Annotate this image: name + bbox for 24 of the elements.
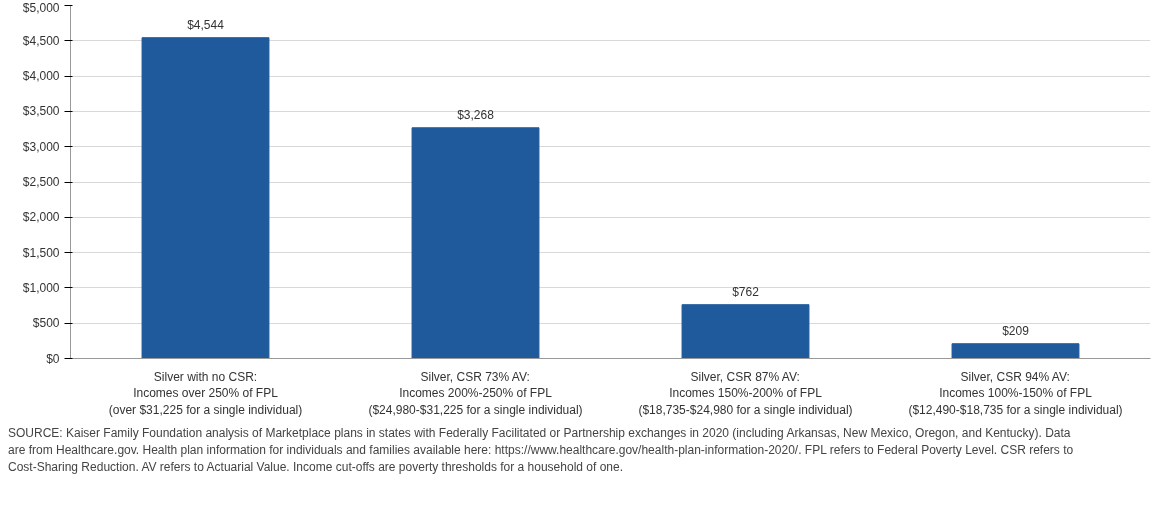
y-tick-label: $4,000 bbox=[22, 69, 60, 84]
y-tick-label: $1,500 bbox=[22, 245, 60, 260]
data-label: $209 bbox=[1002, 323, 1030, 338]
y-tick-label: $4,500 bbox=[22, 33, 60, 48]
y-tick-label: $5,000 bbox=[22, 0, 60, 15]
y-tick-label: $500 bbox=[32, 316, 60, 331]
data-label: $762 bbox=[732, 284, 760, 299]
bar bbox=[951, 343, 1080, 359]
x-tick-label: Silver, CSR 87% AV: Incomes 150%-200% of FPL ($18,735-$24,980 for a single individual) bbox=[638, 369, 853, 418]
y-tick-label: $3,000 bbox=[22, 139, 60, 154]
x-tick-label: Silver, CSR 73% AV: Incomes 200%-250% of FPL ($24,980-$31,225 for a single individual) bbox=[368, 369, 583, 418]
y-tick-label: $1,000 bbox=[22, 280, 60, 295]
source-note: SOURCE: Kaiser Family Foundation analysis of Marketplace plans in states with Federally Facilitated or Partnership exchanges in 2020 (including Arkansas, New Mexico, Oregon, and Kentucky). Data are from Healthcare.gov. Health plan information for individuals and families available here: https://www.healthcare.gov/health-plan-information-2020/. FPL refers to Federal Poverty Level. CSR refers to Cost-Sharing Reduction. AV refers to Actuarial Value. Income cut-offs are poverty thresholds for a household of one. bbox=[8, 425, 1075, 477]
x-tick-label: Silver with no CSR: Incomes over 250% of FPL (over $31,225 for a single individual) bbox=[108, 369, 303, 418]
data-label: $3,268 bbox=[457, 107, 495, 122]
data-label: $4,544 bbox=[187, 17, 225, 32]
y-tick-label: $0 bbox=[46, 351, 60, 366]
x-tick-label: Silver, CSR 94% AV: Incomes 100%-150% of FPL ($12,490-$18,735 for a single individual) bbox=[908, 369, 1123, 418]
bar bbox=[141, 37, 270, 359]
y-tick-label: $3,500 bbox=[22, 104, 60, 119]
y-tick-label: $2,000 bbox=[22, 210, 60, 225]
y-tick-label: $2,500 bbox=[22, 175, 60, 189]
bar bbox=[681, 304, 810, 359]
bar bbox=[411, 127, 540, 359]
